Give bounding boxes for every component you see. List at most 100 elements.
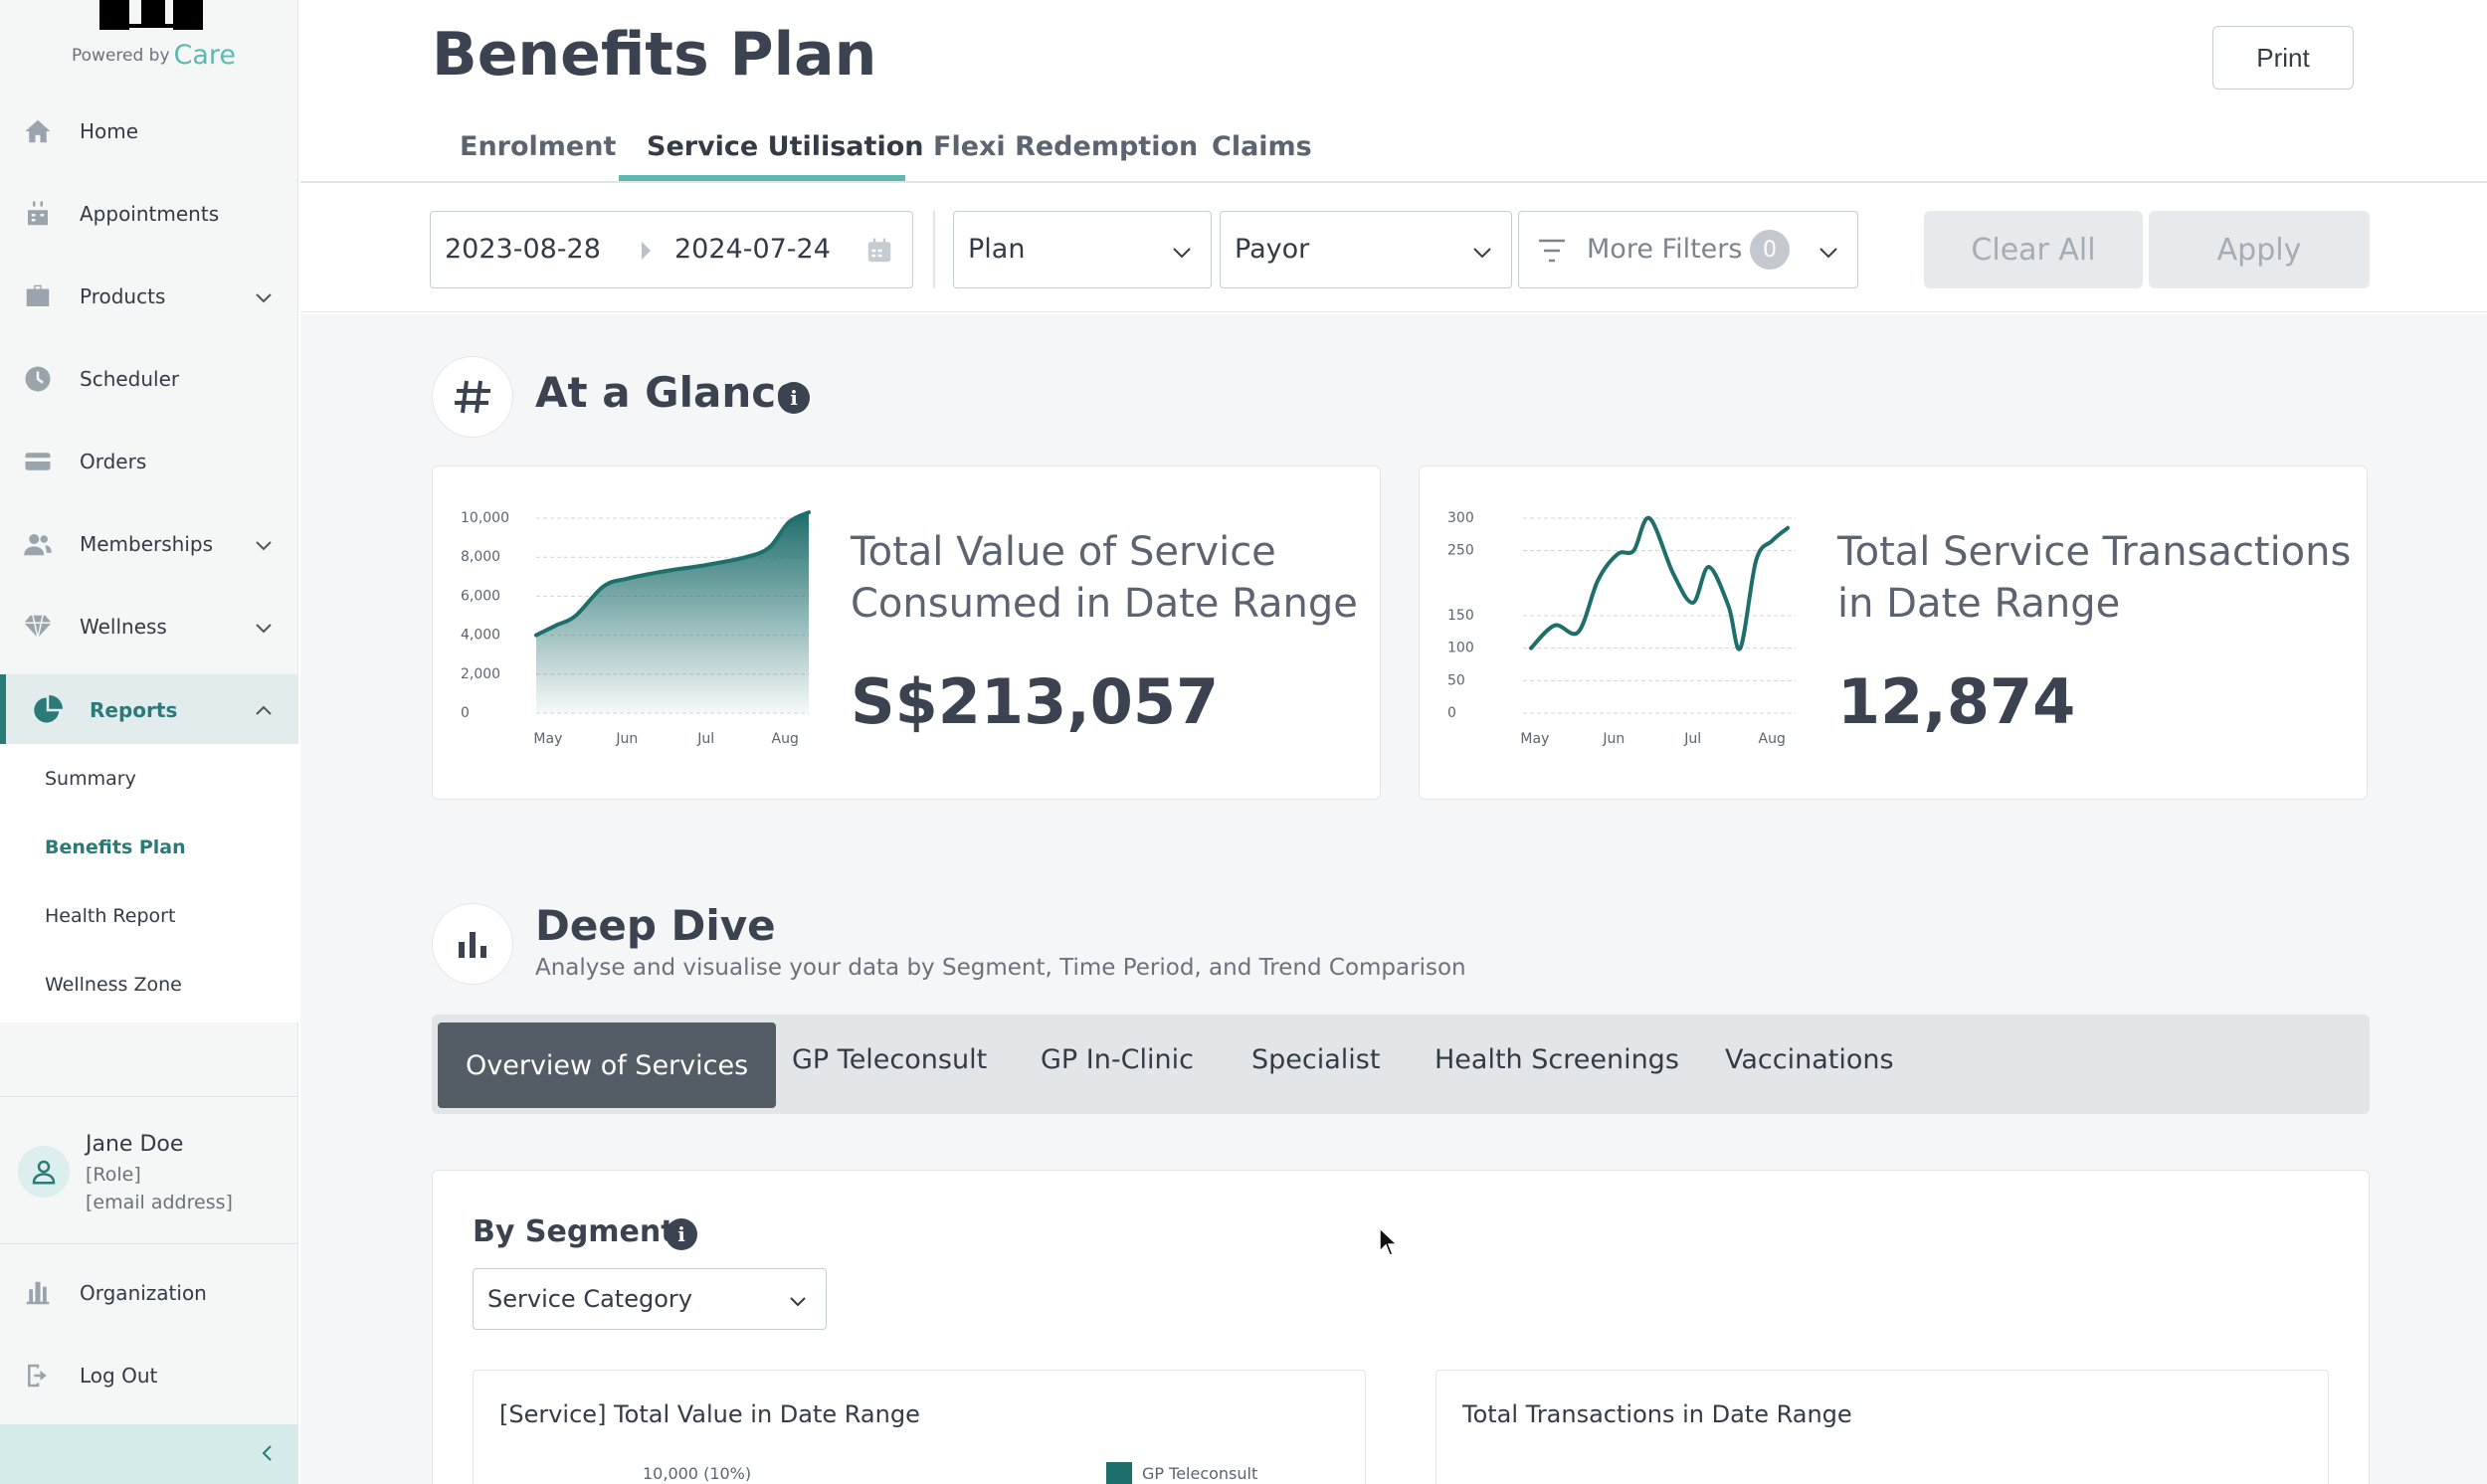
brand-logo: Powered by Care (0, 0, 298, 80)
sidebar-item-organization[interactable]: Organization (0, 1257, 298, 1329)
payor-select-value: Payor (1235, 234, 1310, 265)
service-category-select[interactable]: Service Category (473, 1268, 827, 1330)
company-logo (99, 0, 203, 30)
sidebar-item-label: Reports (90, 698, 178, 722)
user-profile[interactable]: Jane Doe [Role] [email address] (18, 1132, 287, 1231)
mouse-cursor-icon (1379, 1227, 1399, 1256)
date-end[interactable]: 2024-07-24 (674, 234, 831, 265)
reports-submenu: Summary Benefits Plan Health Report Well… (0, 744, 298, 1022)
sidebar-item-orders[interactable]: Orders (0, 426, 298, 497)
filter-count-badge: 0 (1750, 230, 1790, 270)
sidebar-item-logout[interactable]: Log Out (0, 1340, 298, 1411)
sidebar-item-label: Orders (80, 450, 147, 473)
y-tick-label: 6,000 (461, 588, 500, 604)
sidebar-item-label: Home (80, 119, 139, 143)
date-range-picker[interactable]: 2023-08-28 2024-07-24 (430, 211, 913, 288)
collapse-sidebar-button[interactable] (0, 1424, 298, 1484)
chevron-left-icon (262, 1445, 272, 1461)
chevron-down-icon (1819, 248, 1837, 259)
tab-overview-of-services[interactable]: Overview of Services (438, 1022, 777, 1108)
y-tick-label: 0 (1447, 705, 1456, 721)
filter-icon (1539, 239, 1565, 263)
y-tick-label: 2,000 (461, 666, 500, 682)
sidebar-item-label: Log Out (80, 1364, 158, 1388)
avatar (18, 1146, 70, 1198)
chevron-down-icon (256, 541, 272, 551)
sidebar-item-wellness[interactable]: Wellness (0, 591, 298, 662)
clear-all-button[interactable]: Clear All (1924, 211, 2143, 288)
total-value-area-chart: 10,000 8,000 6,000 4,000 2,000 0 May Jun Jul Aug (461, 510, 811, 747)
apply-button[interactable]: Apply (2149, 211, 2370, 288)
tab-claims[interactable]: Claims (1212, 131, 1312, 162)
tab-vaccinations[interactable]: Vaccinations (1725, 1044, 1894, 1075)
sidebar-item-reports[interactable]: Reports (0, 674, 298, 746)
info-icon[interactable]: i (666, 1218, 697, 1250)
tab-enrolment[interactable]: Enrolment (460, 131, 617, 162)
sidebar-item-appointments[interactable]: Appointments (0, 178, 298, 250)
plan-select-value: Plan (968, 234, 1026, 265)
sidebar-item-memberships[interactable]: Memberships (0, 508, 298, 580)
sidebar-item-scheduler[interactable]: Scheduler (0, 343, 298, 415)
payor-select[interactable]: Payor (1220, 211, 1512, 288)
powered-by: Powered by Care (72, 40, 237, 71)
sidebar-item-label: Organization (80, 1281, 207, 1305)
building-icon (22, 1277, 54, 1309)
y-tick-label: 50 (1447, 672, 1465, 688)
x-tick-label: Jun (615, 731, 638, 747)
deep-dive-subtitle: Analyse and visualise your data by Segme… (535, 955, 1466, 981)
tab-specialist[interactable]: Specialist (1251, 1044, 1381, 1075)
more-filters-select[interactable]: More Filters 0 (1518, 211, 1858, 288)
chevron-down-icon (256, 293, 272, 303)
report-tabs: Enrolment Service Utilisation Flexi Rede… (300, 121, 2487, 183)
submenu-item-benefits-plan[interactable]: Benefits Plan (45, 836, 186, 858)
tab-flexi-redemption[interactable]: Flexi Redemption (933, 131, 1199, 162)
y-tick-label: 4,000 (461, 628, 500, 644)
clock-icon (22, 363, 54, 395)
tab-gp-in-clinic[interactable]: GP In-Clinic (1041, 1044, 1194, 1075)
sidebar-item-label: Memberships (80, 532, 214, 556)
legend-label: GP Teleconsult (1142, 1464, 1258, 1483)
info-icon[interactable]: i (778, 382, 810, 414)
tab-service-utilisation[interactable]: Service Utilisation (647, 131, 924, 162)
chevron-down-icon (256, 624, 272, 634)
y-tick-label: 10,000 (461, 510, 509, 526)
divider (0, 1096, 298, 1097)
legend-swatch (1106, 1462, 1132, 1484)
by-segment-title: By Segment (473, 1214, 675, 1249)
y-tick-label: 300 (1447, 510, 1474, 526)
submenu-item-summary[interactable]: Summary (45, 768, 136, 790)
y-tick-label: 250 (1447, 543, 1474, 559)
sidebar-item-label: Scheduler (80, 367, 180, 391)
deep-dive-title: Deep Dive (535, 901, 776, 950)
more-filters-label: More Filters (1587, 234, 1743, 265)
print-button[interactable]: Print (2212, 26, 2354, 90)
chevron-down-icon (790, 1297, 806, 1307)
kpi-title: Total Value of Service Consumed in Date … (851, 529, 1358, 627)
chevron-up-icon (256, 705, 272, 715)
sidebar: Powered by Care Home Appointments Product… (0, 0, 298, 1484)
plan-select[interactable]: Plan (953, 211, 1212, 288)
submenu-item-health-report[interactable]: Health Report (45, 905, 176, 927)
date-start[interactable]: 2023-08-28 (445, 234, 601, 265)
sidebar-item-home[interactable]: Home (0, 95, 298, 167)
active-tab-indicator (619, 175, 905, 181)
calendar-icon[interactable] (864, 236, 894, 266)
sidebar-item-products[interactable]: Products (0, 261, 298, 332)
chart-title: [Service] Total Value in Date Range (499, 1400, 920, 1428)
diamond-icon (22, 611, 54, 643)
divider (0, 1243, 298, 1244)
home-icon (22, 115, 54, 147)
kpi-value: 12,874 (1837, 665, 2076, 738)
axis-tick-label: 10,000 (10%) (643, 1464, 752, 1483)
y-tick-label: 0 (461, 705, 470, 721)
y-tick-label: 150 (1447, 608, 1474, 624)
tab-health-screenings[interactable]: Health Screenings (1435, 1044, 1679, 1075)
bar-chart-icon (432, 903, 513, 985)
tab-gp-teleconsult[interactable]: GP Teleconsult (792, 1044, 988, 1075)
hash-icon (432, 356, 513, 438)
kpi-card-total-value: 10,000 8,000 6,000 4,000 2,000 0 May Jun Jul Aug … (432, 465, 1381, 800)
submenu-item-wellness-zone[interactable]: Wellness Zone (45, 974, 182, 996)
chevron-down-icon (1473, 248, 1491, 259)
deep-dive-tabs: Overview of Services GP Teleconsult GP I… (432, 1015, 2370, 1114)
users-icon (22, 528, 54, 560)
